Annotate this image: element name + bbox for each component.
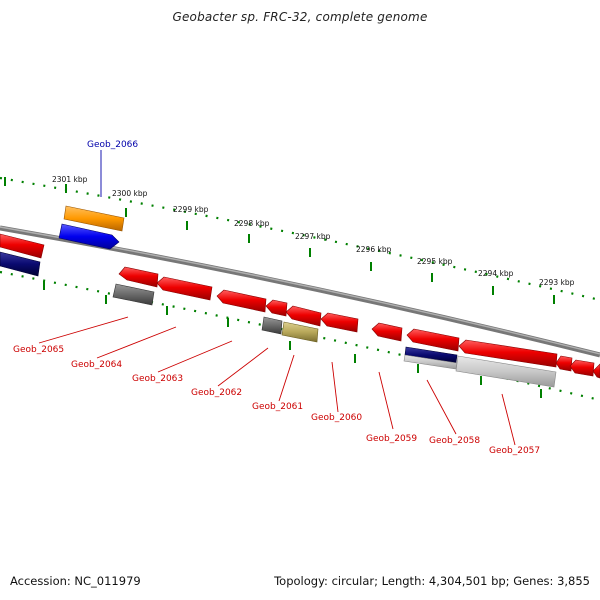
gene-label-geob-2063[interactable]: Geob_2063 <box>132 374 183 384</box>
gene-arrow-geob-2066[interactable] <box>63 205 125 232</box>
gene-label-geob-2058[interactable]: Geob_2058 <box>429 436 480 446</box>
kbp-label-2294: 2294 kbp <box>478 269 514 278</box>
gene-box-gray-small[interactable] <box>261 316 283 335</box>
kbp-label-2300: 2300 kbp <box>112 189 148 198</box>
genome-summary: Topology: circular; Length: 4,304,501 bp… <box>274 574 590 588</box>
gene-box-light-b[interactable] <box>455 355 557 388</box>
gene-arrow-geob-2063[interactable] <box>156 276 213 301</box>
gene-label-geob-2062[interactable]: Geob_2062 <box>191 388 242 398</box>
gene-arrow-geob-2059[interactable] <box>320 312 359 333</box>
gene-arrow-blue[interactable] <box>58 223 120 250</box>
gene-arrow-geob-2058[interactable] <box>406 328 460 352</box>
kbp-label-2295: 2295 kbp <box>417 257 453 266</box>
diagram-title: Geobacter sp. FRC-32, complete genome <box>172 10 428 24</box>
gene-arrow-edge[interactable] <box>592 363 600 379</box>
gene-arrow-geob-2064[interactable] <box>118 266 159 288</box>
gene-arrow-geob-2057[interactable] <box>458 339 558 368</box>
gene-arrow-small-a[interactable] <box>265 299 288 317</box>
gene-arrow-left-navy[interactable] <box>0 251 41 277</box>
outer-major-ticks <box>4 177 555 304</box>
gene-label-geob-2061[interactable]: Geob_2061 <box>252 402 303 412</box>
kbp-label-2297: 2297 kbp <box>295 232 331 241</box>
label-leader-lines <box>38 150 516 446</box>
gene-box-geob-2065[interactable] <box>112 283 155 306</box>
gene-label-geob-2064[interactable]: Geob_2064 <box>71 360 122 370</box>
gene-arrow-geob-2061[interactable] <box>285 305 322 327</box>
reverse-strand-features <box>0 233 600 388</box>
kbp-label-2299: 2299 kbp <box>173 205 209 214</box>
gene-label-geob-2057[interactable]: Geob_2057 <box>489 446 540 456</box>
gene-arrow-geob-2062[interactable] <box>216 289 267 313</box>
gene-box-geob-2060[interactable] <box>281 321 319 343</box>
kbp-label-2293: 2293 kbp <box>539 278 575 287</box>
gene-label-geob-2059[interactable]: Geob_2059 <box>366 434 417 444</box>
accession-label: Accession: NC_011979 <box>10 574 141 588</box>
kbp-label-2296: 2296 kbp <box>356 245 392 254</box>
kbp-label-2298: 2298 kbp <box>234 219 270 228</box>
gene-label-geob-2066[interactable]: Geob_2066 <box>87 140 138 150</box>
gene-arrow-left-red[interactable] <box>0 233 45 259</box>
gene-label-geob-2065[interactable]: Geob_2065 <box>13 345 64 355</box>
gene-arrow-small-d[interactable] <box>569 359 595 377</box>
inner-major-ticks <box>43 281 542 398</box>
gene-label-geob-2060[interactable]: Geob_2060 <box>311 413 362 423</box>
gene-arrow-small-c[interactable] <box>555 355 573 372</box>
gene-arrow-small-b[interactable] <box>371 322 403 342</box>
forward-strand-features <box>58 205 125 250</box>
kbp-label-2301: 2301 kbp <box>52 175 88 184</box>
